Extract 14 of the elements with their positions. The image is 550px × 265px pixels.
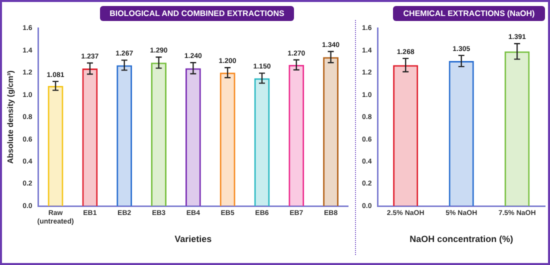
bar [323,57,339,206]
bar [185,68,201,206]
bar [116,65,132,206]
bar [254,78,270,206]
x-axis-title: NaOH concentration (%) [410,234,514,244]
y-axis-title: Absolute density (g/cm³) [6,70,16,164]
bar [82,68,98,206]
x-axis-title: Varieties [174,234,212,244]
bar [48,86,64,206]
bar [220,72,236,206]
bar [288,64,304,206]
bar [151,62,166,206]
chart-title: BIOLOGICAL AND COMBINED EXTRACTIONS [100,6,294,21]
chart-title: CHEMICAL EXTRACTIONS (NaOH) [393,6,545,21]
